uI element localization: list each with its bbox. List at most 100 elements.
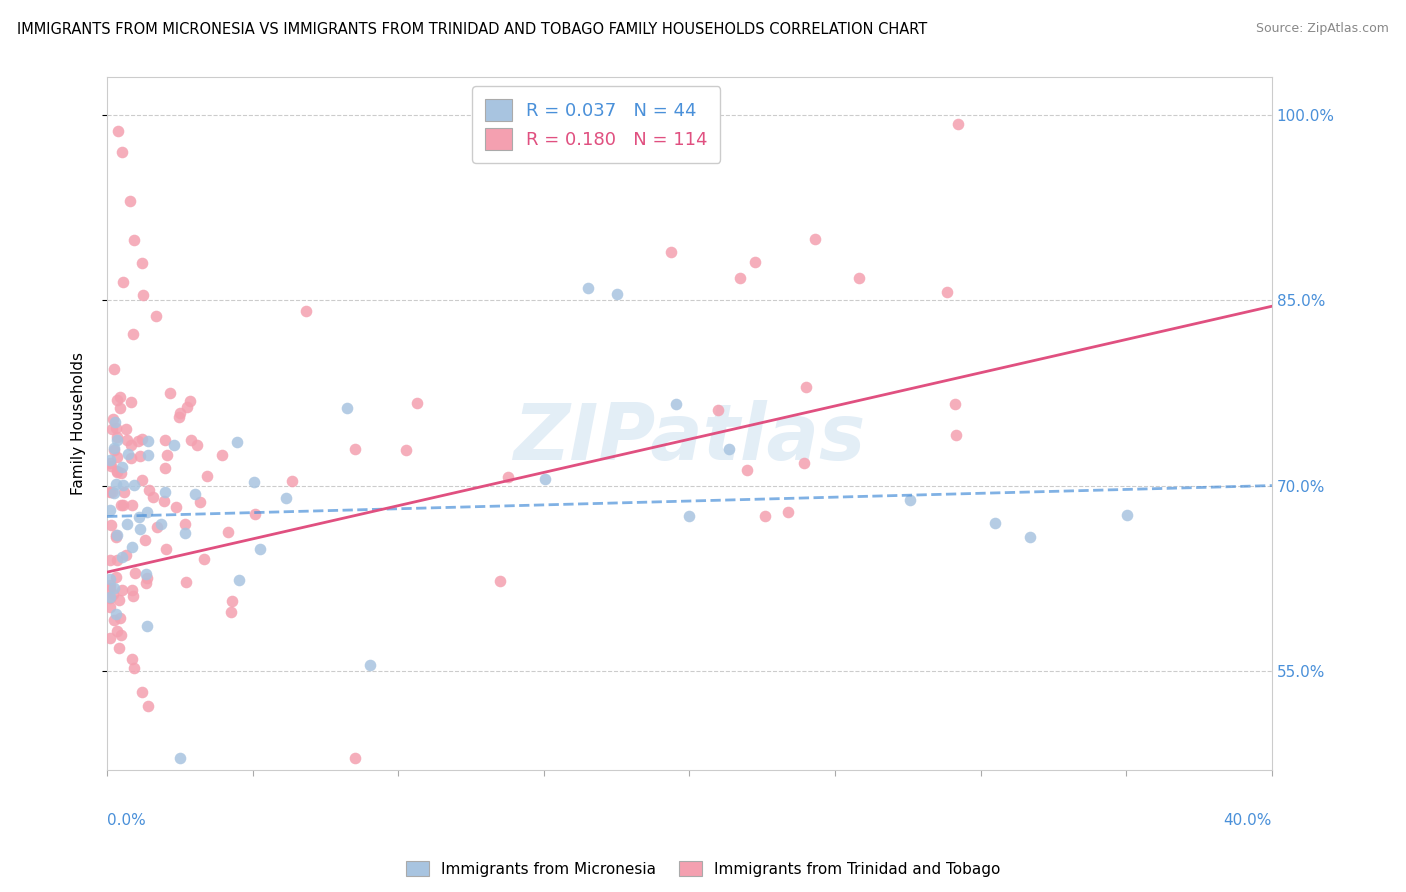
- Text: 0.0%: 0.0%: [107, 814, 146, 829]
- Point: [98, 503, 121, 517]
- Point: [128, 509, 150, 524]
- Point: [100, 553, 122, 567]
- Point: [395, 442, 418, 457]
- Point: [108, 401, 131, 415]
- Point: [188, 495, 211, 509]
- Text: ZIPatlas: ZIPatlas: [513, 400, 866, 475]
- Point: [103, 587, 125, 601]
- Point: [153, 434, 176, 448]
- Point: [103, 443, 125, 458]
- Point: [103, 613, 125, 627]
- Point: [135, 566, 157, 581]
- Point: [1115, 508, 1137, 522]
- Point: [136, 448, 159, 462]
- Point: [103, 581, 125, 595]
- Point: [115, 548, 138, 562]
- Point: [101, 412, 124, 426]
- Point: [226, 435, 249, 450]
- Point: [735, 463, 758, 477]
- Point: [245, 507, 267, 521]
- Point: [180, 434, 202, 448]
- Point: [103, 486, 125, 500]
- Point: [776, 505, 799, 519]
- Point: [136, 619, 159, 633]
- Point: [343, 442, 366, 456]
- Point: [120, 395, 142, 409]
- Point: [122, 661, 145, 675]
- Point: [111, 145, 134, 159]
- Point: [98, 573, 121, 587]
- Point: [728, 271, 751, 285]
- Point: [98, 599, 121, 614]
- Point: [848, 271, 870, 285]
- Point: [120, 438, 142, 452]
- Point: [98, 485, 121, 500]
- Point: [228, 573, 250, 587]
- Point: [946, 117, 969, 131]
- Point: [111, 478, 134, 492]
- Point: [142, 490, 165, 504]
- Point: [100, 517, 122, 532]
- Point: [945, 428, 967, 442]
- Point: [134, 533, 156, 547]
- Point: [124, 566, 146, 580]
- Point: [935, 285, 957, 300]
- Point: [98, 456, 121, 470]
- Point: [163, 437, 186, 451]
- Point: [153, 494, 176, 508]
- Point: [131, 432, 153, 446]
- Point: [135, 571, 157, 585]
- Point: [984, 516, 1007, 530]
- Point: [121, 540, 143, 554]
- Point: [105, 430, 128, 444]
- Point: [344, 750, 367, 764]
- Point: [110, 467, 132, 481]
- Point: [145, 310, 167, 324]
- Point: [107, 624, 129, 638]
- Point: [105, 392, 128, 407]
- Point: [131, 684, 153, 698]
- Point: [281, 474, 304, 488]
- Point: [754, 509, 776, 524]
- Point: [793, 457, 815, 471]
- Point: [107, 641, 129, 656]
- Point: [122, 327, 145, 342]
- Point: [105, 528, 128, 542]
- Point: [104, 415, 127, 429]
- Point: [153, 485, 176, 500]
- Point: [744, 254, 766, 268]
- Point: [104, 477, 127, 491]
- Point: [943, 397, 966, 411]
- Point: [121, 590, 143, 604]
- Point: [110, 610, 132, 624]
- Point: [115, 433, 138, 447]
- Point: [122, 477, 145, 491]
- Point: [114, 422, 136, 436]
- Point: [100, 485, 122, 500]
- Point: [105, 450, 128, 464]
- Point: [136, 505, 159, 519]
- Point: [219, 605, 242, 619]
- Point: [132, 287, 155, 301]
- Point: [121, 583, 143, 598]
- Point: [111, 460, 134, 475]
- Point: [112, 275, 135, 289]
- Point: [195, 469, 218, 483]
- Legend: Immigrants from Micronesia, Immigrants from Trinidad and Tobago: Immigrants from Micronesia, Immigrants f…: [398, 853, 1008, 884]
- Point: [174, 517, 197, 532]
- Point: [534, 472, 557, 486]
- Point: [129, 450, 152, 464]
- Point: [128, 522, 150, 536]
- Point: [110, 627, 132, 641]
- Point: [217, 525, 239, 540]
- Point: [111, 582, 134, 597]
- Point: [127, 434, 149, 448]
- Point: [101, 422, 124, 436]
- Point: [146, 520, 169, 534]
- Point: [678, 509, 700, 524]
- Point: [110, 390, 132, 404]
- Point: [103, 362, 125, 376]
- Point: [153, 461, 176, 475]
- Point: [107, 433, 129, 447]
- Point: [406, 396, 429, 410]
